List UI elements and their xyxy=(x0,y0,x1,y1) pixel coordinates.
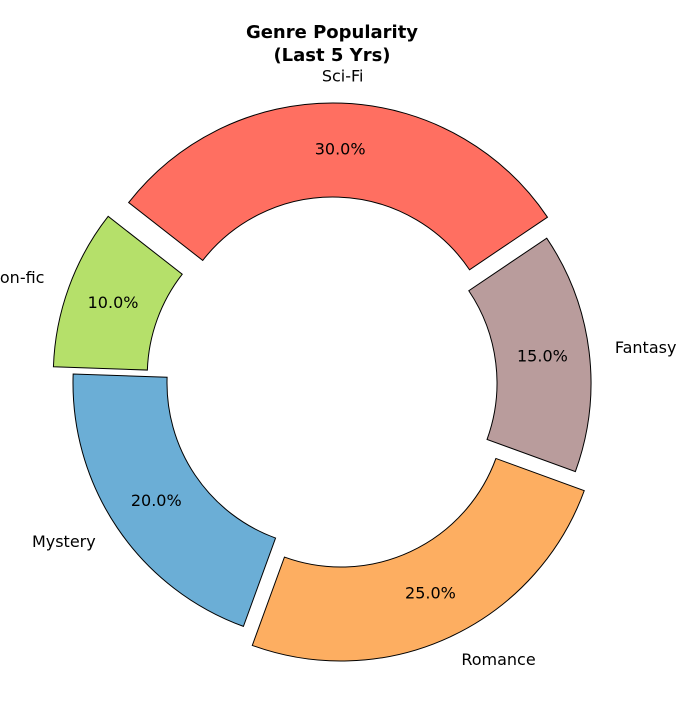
slice-mystery xyxy=(72,373,277,628)
slice-pct-romance: 25.0% xyxy=(405,584,456,603)
slice-pct-sci-fi: 30.0% xyxy=(315,140,366,159)
slices-layer xyxy=(52,102,592,662)
slice-label-romance: Romance xyxy=(461,650,535,669)
slice-label-sci-fi: Sci-Fi xyxy=(322,67,364,86)
slice-pct-fantasy: 15.0% xyxy=(517,347,568,366)
slice-label-mystery: Mystery xyxy=(32,532,96,551)
slice-pct-non-fic: 10.0% xyxy=(88,293,139,312)
slice-sci-fi xyxy=(127,102,549,271)
slice-pct-mystery: 20.0% xyxy=(131,491,182,510)
slice-label-fantasy: Fantasy xyxy=(615,338,677,357)
chart-title-line-2: (Last 5 Yrs) xyxy=(273,45,390,66)
labels-layer: Sci-Fi 30.0% Fantasy 15.0% Romance 25.0% Myste… xyxy=(0,67,676,669)
slice-label-non-fic: Non-fic xyxy=(0,268,44,287)
chart-title-line-1: Genre Popularity xyxy=(246,22,418,43)
slice-fantasy xyxy=(468,237,592,473)
slice-non-fic xyxy=(52,215,183,371)
slice-romance xyxy=(251,457,585,662)
